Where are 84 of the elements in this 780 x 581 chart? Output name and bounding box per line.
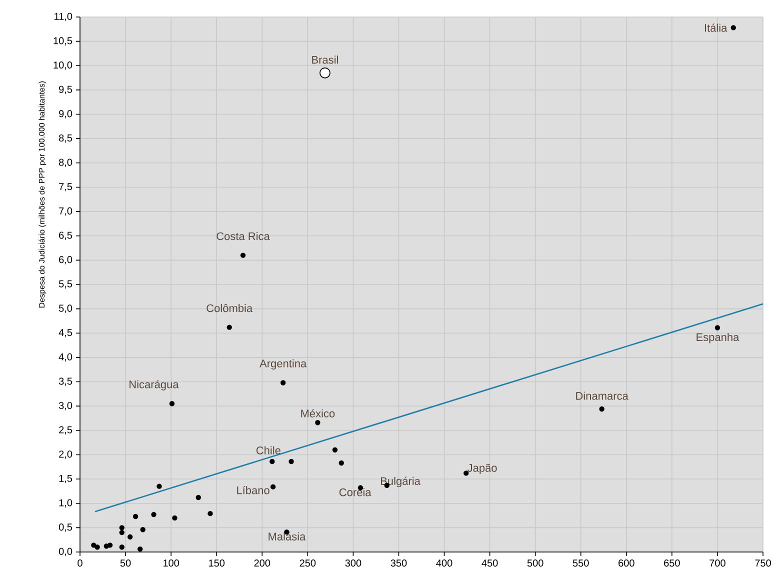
point [196,494,201,500]
x-tick-label: 150 [209,560,225,567]
point [226,324,232,330]
y-axis-title: Despesa do Judiciário (milhões de PPP por 100.000 habitantes) [38,81,46,308]
annotation: Costa Rica [216,232,270,240]
y-tick-label: 6,5 [59,232,72,240]
x-tick-label: 200 [254,560,270,567]
y-tick-label: 10,0 [54,62,72,70]
point [119,544,124,550]
y-tick-label: 0,5 [58,524,72,532]
y-tick-label: 4,0 [58,353,72,362]
y-tick-label: 7,5 [59,183,72,192]
x-tick-label: 100 [164,560,180,567]
point [127,534,133,540]
y-tick-label: 3,0 [58,402,72,410]
point [208,510,213,516]
point [315,420,320,426]
x-tick-label: 750 [755,560,771,567]
point [714,325,720,330]
y-tick-label: 9,5 [59,86,72,94]
annotation: Líbano [237,486,270,494]
point [151,512,156,518]
point [599,406,604,412]
annotation: Colômbia [206,304,253,312]
point [320,68,330,78]
y-tick-label: 2,5 [59,426,72,435]
y-tick-label: 5,0 [58,304,72,313]
point [119,525,124,530]
x-tick-label: 500 [527,560,544,567]
point [270,484,276,490]
x-tick-label: 600 [618,560,634,567]
point [280,380,286,386]
point [119,530,124,536]
annotation: Bulgária [381,476,420,488]
point [94,544,100,550]
y-tick-label: 2,0 [59,450,72,459]
y-tick-label: 11,0 [54,12,72,22]
y-tick-label: 8,0 [59,158,72,168]
point [338,460,344,466]
point [172,515,178,521]
x-tick-label: 350 [390,560,407,567]
y-tick-label: 1,5 [59,474,72,484]
annotation: Brasil [312,56,338,64]
annotation: Coréia [339,488,372,496]
point [270,458,275,464]
point [288,458,294,464]
annotation: Itália [704,24,728,32]
annotation: Espanha [696,332,740,344]
point [169,401,175,406]
y-tick-label: 10,5 [54,37,72,46]
point [730,25,736,30]
point [140,527,146,532]
annotation: México [301,409,335,418]
annotation: Malásia [268,532,306,540]
x-tick-label: 650 [664,560,680,567]
point [332,447,338,452]
y-tick-label: 4,5 [58,329,72,338]
y-tick-label: 6,0 [59,256,72,264]
y-tick-label: 9,0 [59,110,72,118]
point [104,544,110,549]
x-tick-label: 450 [482,560,498,567]
annotation: Argentina [260,359,307,370]
x-tick-label: 550 [572,560,589,567]
annotation: Nicarágua [130,380,179,390]
y-tick-label: 3,5 [58,378,72,386]
y-tick-label: 5,5 [58,280,72,289]
x-tick-label: 250 [300,560,316,567]
annotation: Japão [467,464,497,474]
y-tick-label: 0,0 [58,548,72,556]
y-tick-label: 1,0 [59,499,72,508]
y-tick-label: 7,0 [59,207,72,216]
x-tick-label: 400 [436,560,452,567]
point [240,252,246,258]
point [91,542,96,548]
x-tick-label: 300 [345,560,362,567]
annotation: Chile [256,446,280,454]
x-tick-label: 700 [710,560,726,567]
annotation: Dinamarca [576,392,628,400]
point [132,514,138,520]
x-tick-label: 0 [78,560,82,567]
x-tick-label: 50 [120,560,131,567]
point [138,546,143,552]
point [156,484,162,489]
y-tick-label: 8,5 [59,134,72,143]
